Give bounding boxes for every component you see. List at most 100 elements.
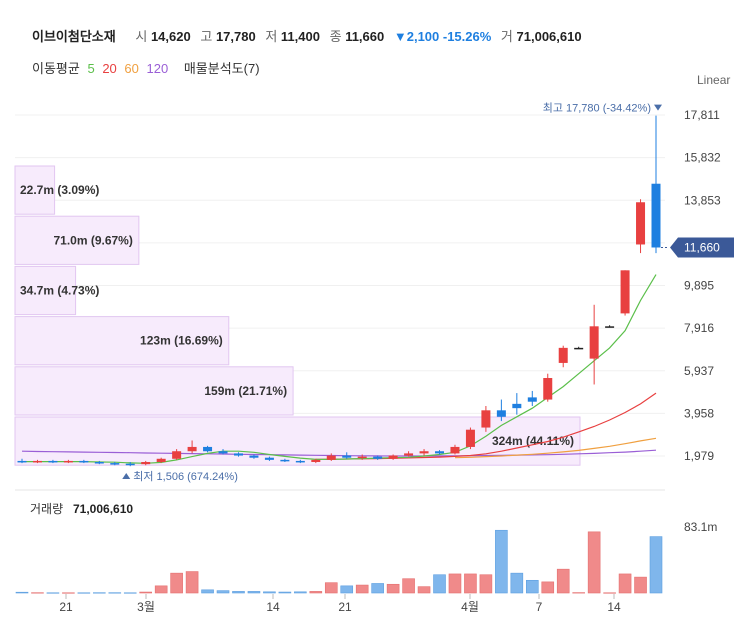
volume-bar bbox=[46, 592, 60, 594]
ma-60[interactable]: 60 bbox=[124, 61, 139, 76]
candle-body bbox=[63, 460, 73, 463]
price-tick-label: 1,979 bbox=[684, 449, 714, 463]
volume-profile-bar bbox=[14, 366, 294, 416]
candle-body bbox=[496, 410, 506, 417]
candle-body bbox=[187, 446, 197, 452]
candle-body bbox=[465, 429, 475, 447]
annotations: 최고 17,780 (-34.42%) 최저 1,506 (674.24%) bbox=[122, 102, 662, 483]
low-label: 저 bbox=[265, 29, 278, 44]
ma-label: 이동평균 bbox=[32, 61, 80, 76]
volume-profile-bar bbox=[14, 265, 77, 316]
volume-bar bbox=[324, 582, 338, 594]
x-axis: 21 3월 14 21 4월 7 14 bbox=[59, 594, 621, 614]
volume-panel-value: 71,006,610 bbox=[73, 502, 133, 516]
volume-bar bbox=[371, 583, 384, 594]
volume-profile-toggle[interactable]: 매물분석도(7) bbox=[183, 61, 260, 76]
volume-bar bbox=[139, 591, 153, 594]
x-tick-label: 21 bbox=[338, 600, 352, 614]
volume-profile-bar bbox=[14, 165, 56, 215]
volume-bar bbox=[386, 583, 400, 594]
candle-body bbox=[295, 460, 305, 463]
ma-120[interactable]: 120 bbox=[146, 61, 169, 76]
volume-bar bbox=[108, 592, 122, 594]
candle-body bbox=[636, 202, 646, 245]
volume-label: 거 bbox=[500, 29, 513, 44]
x-tick-label: 14 bbox=[607, 600, 621, 614]
volume-bar bbox=[263, 591, 276, 594]
close-value: 11,660 bbox=[345, 29, 385, 44]
volume-bar bbox=[201, 589, 214, 594]
volume-profile-label: 123m (16.69%) bbox=[140, 334, 223, 348]
candle-body bbox=[342, 455, 352, 458]
volume-bar bbox=[495, 529, 508, 594]
high-marker-icon bbox=[654, 104, 662, 111]
candle-body bbox=[48, 460, 58, 463]
candle-body bbox=[203, 446, 213, 452]
all-time-high-label: 최고 17,780 (-34.42%) bbox=[543, 102, 651, 115]
volume-bar bbox=[448, 573, 462, 594]
volume-bar bbox=[402, 578, 415, 594]
volume-axis-label: 83.1m bbox=[684, 520, 717, 534]
candlesticks bbox=[17, 115, 661, 467]
volume-panel-label: 거래량 bbox=[30, 502, 63, 516]
volume-bar bbox=[479, 574, 493, 594]
volume-bar bbox=[216, 590, 230, 594]
candle-body bbox=[435, 451, 445, 454]
change-value: ▼2,100 -15.26% bbox=[393, 29, 492, 44]
candle-body bbox=[373, 456, 383, 459]
volume-bar bbox=[232, 591, 245, 594]
candle-body bbox=[156, 458, 166, 463]
volume-bar bbox=[15, 591, 29, 594]
ma-20[interactable]: 20 bbox=[102, 61, 117, 76]
x-tick-label: 14 bbox=[266, 600, 280, 614]
ma120-line bbox=[21, 449, 657, 457]
volume-profile-label: 159m (21.71%) bbox=[204, 384, 287, 398]
candle-body bbox=[388, 455, 398, 459]
volume-profile: 22.7m (3.09%) 71.0m (9.67%) 34.7m (4.73%) 1… bbox=[14, 165, 581, 466]
candle-body bbox=[620, 270, 630, 314]
candle-body bbox=[141, 462, 151, 465]
volume-bar bbox=[417, 586, 431, 594]
volume-profile-label: 71.0m (9.67%) bbox=[53, 233, 132, 247]
volume-bar bbox=[618, 573, 632, 594]
volume-bar bbox=[123, 592, 137, 594]
candle-body bbox=[218, 451, 228, 454]
x-tick-label: 7 bbox=[536, 600, 543, 614]
volume-profile-label: 34.7m (4.73%) bbox=[20, 284, 99, 298]
candle-body bbox=[481, 410, 491, 428]
open-value: 14,620 bbox=[150, 29, 191, 44]
candle-body bbox=[589, 326, 599, 359]
ma-5[interactable]: 5 bbox=[87, 61, 95, 76]
x-tick-label: 21 bbox=[59, 600, 73, 614]
ma60-line bbox=[454, 437, 657, 459]
low-value: 11,400 bbox=[280, 29, 320, 44]
stock-summary-header: 이브이첨단소재 시 14,620 고 17,780 저 11,400 종 11,… bbox=[32, 26, 582, 45]
volume-bars: 거래량 71,006,610 83.1m bbox=[15, 489, 717, 594]
candle-body bbox=[280, 459, 290, 462]
volume-bar bbox=[587, 531, 601, 594]
volume-profile-label: 324m (44.11%) bbox=[492, 434, 574, 448]
candle-body bbox=[543, 378, 553, 400]
low-marker-icon bbox=[122, 473, 131, 479]
volume-profile-label: 22.7m (3.09%) bbox=[20, 183, 99, 197]
candle-body bbox=[17, 460, 27, 463]
candle-body bbox=[651, 183, 661, 248]
volume-bar bbox=[294, 591, 307, 594]
moving-average-legend[interactable]: 이동평균 5 20 60 120 매물분석도(7) bbox=[32, 58, 264, 77]
candle-body bbox=[404, 453, 414, 456]
x-tick-label: 3월 bbox=[137, 600, 155, 614]
high-label: 고 bbox=[200, 29, 213, 44]
price-tick-label: 3,958 bbox=[684, 406, 714, 420]
volume-bar bbox=[62, 592, 75, 594]
candle-body bbox=[558, 347, 568, 363]
price-tick-label: 5,937 bbox=[684, 364, 714, 378]
volume-bar bbox=[510, 572, 524, 594]
volume-bar bbox=[556, 568, 570, 594]
x-tick-label: 4월 bbox=[461, 600, 479, 614]
scale-type-toggle[interactable]: Linear bbox=[697, 73, 731, 87]
moving-average-lines bbox=[21, 274, 657, 464]
volume-bar bbox=[93, 592, 106, 594]
volume-bar bbox=[634, 576, 647, 594]
price-axis: 17,811 15,832 13,853 9,895 7,916 5,937 3,958 1,… bbox=[661, 108, 734, 463]
